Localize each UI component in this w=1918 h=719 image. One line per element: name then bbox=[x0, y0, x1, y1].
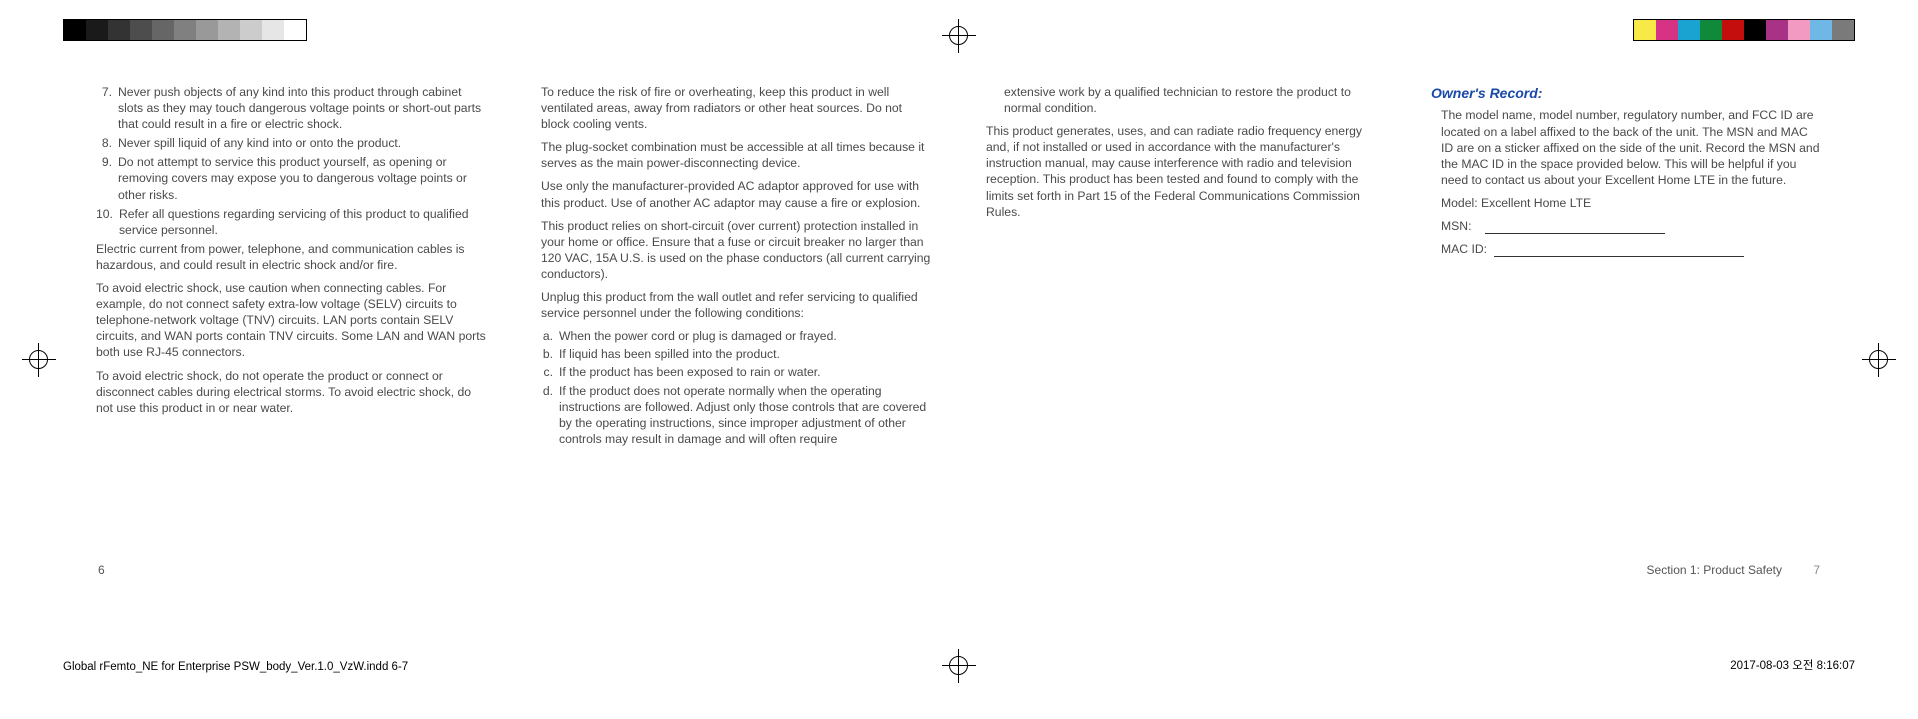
page-number-right: 7 bbox=[1813, 563, 1820, 577]
page-content: 7.Never push objects of any kind into th… bbox=[96, 84, 1822, 599]
footer-right: Section 1: Product Safety 7 bbox=[1647, 563, 1820, 577]
swatch bbox=[1832, 20, 1854, 40]
indd-filename: Global rFemto_NE for Enterprise PSW_body… bbox=[63, 661, 408, 673]
column-2: To reduce the risk of fire or overheatin… bbox=[541, 84, 932, 599]
macid-label: MAC ID: bbox=[1441, 242, 1487, 256]
body-text: The plug-socket combination must be acce… bbox=[541, 139, 932, 171]
msn-label: MSN: bbox=[1441, 219, 1471, 233]
swatch bbox=[1744, 20, 1766, 40]
page-number-left: 6 bbox=[98, 563, 105, 577]
indd-datetime: 2017-08-03 오전 8:16:07 bbox=[1730, 657, 1855, 673]
swatch bbox=[130, 20, 152, 40]
body-text: This product relies on short-circuit (ov… bbox=[541, 218, 932, 282]
conditions-alpha-list: a.When the power cord or plug is damaged… bbox=[541, 328, 932, 447]
crosshair-right-icon bbox=[1862, 343, 1896, 377]
continuation-text: extensive work by a qualified technician… bbox=[986, 84, 1377, 116]
item-text: If the product has been exposed to rain … bbox=[559, 364, 932, 380]
swatch bbox=[218, 20, 240, 40]
item-letter: a. bbox=[541, 328, 559, 344]
item-letter: c. bbox=[541, 364, 559, 380]
swatch bbox=[1788, 20, 1810, 40]
body-text: The model name, model number, regulatory… bbox=[1441, 107, 1822, 187]
crosshair-top-icon bbox=[942, 19, 976, 53]
swatch bbox=[174, 20, 196, 40]
item-text: Never spill liquid of any kind into or o… bbox=[118, 135, 487, 151]
color-swatches bbox=[1633, 19, 1855, 41]
swatch bbox=[64, 20, 86, 40]
swatch bbox=[86, 20, 108, 40]
item-number: 8. bbox=[96, 135, 118, 151]
swatch bbox=[1634, 20, 1656, 40]
macid-blank bbox=[1494, 256, 1744, 257]
column-3: extensive work by a qualified technician… bbox=[986, 84, 1377, 599]
list-item: 8.Never spill liquid of any kind into or… bbox=[96, 135, 487, 151]
item-text: Do not attempt to service this product y… bbox=[118, 154, 487, 202]
msn-line: MSN: bbox=[1441, 218, 1822, 234]
swatch bbox=[1810, 20, 1832, 40]
body-text: Unplug this product from the wall outlet… bbox=[541, 289, 932, 321]
swatch bbox=[240, 20, 262, 40]
list-item: d.If the product does not operate normal… bbox=[541, 383, 932, 447]
item-text: Never push objects of any kind into this… bbox=[118, 84, 487, 132]
body-text: To avoid electric shock, use caution whe… bbox=[96, 280, 487, 360]
swatch bbox=[1656, 20, 1678, 40]
swatch bbox=[108, 20, 130, 40]
item-text: When the power cord or plug is damaged o… bbox=[559, 328, 932, 344]
registration-left bbox=[63, 19, 307, 41]
swatch bbox=[1678, 20, 1700, 40]
list-item: c.If the product has been exposed to rai… bbox=[541, 364, 932, 380]
item-letter: b. bbox=[541, 346, 559, 362]
swatch bbox=[262, 20, 284, 40]
list-item: 10.Refer all questions regarding servici… bbox=[96, 206, 487, 238]
item-number: 10. bbox=[96, 206, 119, 238]
list-item: 7.Never push objects of any kind into th… bbox=[96, 84, 487, 132]
swatch bbox=[196, 20, 218, 40]
column-4: Owner's Record: The model name, model nu… bbox=[1431, 84, 1822, 599]
body-text: This product generates, uses, and can ra… bbox=[986, 123, 1377, 220]
item-text: If liquid has been spilled into the prod… bbox=[559, 346, 932, 362]
item-text: Refer all questions regarding servicing … bbox=[119, 206, 487, 238]
owners-record-heading: Owner's Record: bbox=[1431, 84, 1822, 102]
safety-numbered-list: 7.Never push objects of any kind into th… bbox=[96, 84, 487, 238]
swatch bbox=[1700, 20, 1722, 40]
crosshair-left-icon bbox=[22, 343, 56, 377]
list-item: 9.Do not attempt to service this product… bbox=[96, 154, 487, 202]
crosshair-bottom-icon bbox=[942, 649, 976, 683]
list-item: a.When the power cord or plug is damaged… bbox=[541, 328, 932, 344]
body-text: To avoid electric shock, do not operate … bbox=[96, 368, 487, 416]
msn-blank bbox=[1485, 233, 1665, 234]
registration-right bbox=[1633, 19, 1855, 41]
section-title: Section 1: Product Safety bbox=[1647, 563, 1782, 577]
item-text: If the product does not operate normally… bbox=[559, 383, 932, 447]
body-text: Electric current from power, telephone, … bbox=[96, 241, 487, 273]
swatch bbox=[152, 20, 174, 40]
body-text: Use only the manufacturer-provided AC ad… bbox=[541, 178, 932, 210]
body-text: To reduce the risk of fire or overheatin… bbox=[541, 84, 932, 132]
grayscale-swatches bbox=[63, 19, 307, 41]
list-item: b.If liquid has been spilled into the pr… bbox=[541, 346, 932, 362]
swatch bbox=[284, 20, 306, 40]
column-1: 7.Never push objects of any kind into th… bbox=[96, 84, 487, 599]
swatch bbox=[1766, 20, 1788, 40]
item-number: 9. bbox=[96, 154, 118, 202]
model-line: Model: Excellent Home LTE bbox=[1441, 195, 1822, 211]
item-number: 7. bbox=[96, 84, 118, 132]
macid-line: MAC ID: bbox=[1441, 241, 1822, 257]
swatch bbox=[1722, 20, 1744, 40]
item-letter: d. bbox=[541, 383, 559, 447]
